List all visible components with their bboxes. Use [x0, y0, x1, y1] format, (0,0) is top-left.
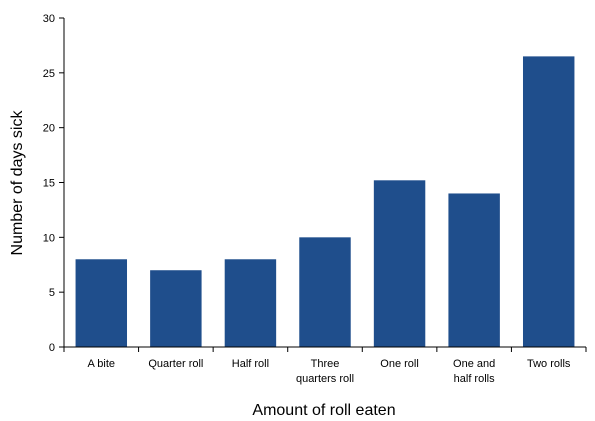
y-tick-label: 25 — [43, 68, 55, 80]
bar — [373, 180, 426, 347]
bars-group — [75, 56, 575, 347]
x-tick-label: Quarter roll — [148, 358, 203, 370]
bar — [448, 193, 500, 347]
bar — [150, 270, 202, 347]
bar — [75, 259, 128, 347]
y-tick-label: 15 — [43, 178, 55, 190]
bar — [522, 56, 575, 347]
x-tick-label: One and half rolls — [453, 358, 495, 385]
y-axis-title: Number of days sick — [9, 110, 26, 256]
x-tick-label: One roll — [380, 358, 419, 370]
bar — [224, 259, 277, 347]
y-tick-label: 30 — [43, 13, 55, 25]
y-tick-label: 10 — [43, 232, 55, 244]
axes-group: 0 5 10 15 20 25 30 A bite Quarter roll Half roll T… — [43, 13, 587, 385]
x-tick-label: Half roll — [232, 358, 269, 370]
x-axis-title: Amount of roll eaten — [252, 402, 395, 419]
x-tick-label: A bite — [88, 358, 116, 370]
y-tick-label: 0 — [49, 342, 55, 354]
y-tick-label: 20 — [43, 123, 55, 135]
x-tick-label: Three quarters roll — [296, 358, 354, 385]
y-tick-label: 5 — [49, 287, 55, 299]
bar — [299, 237, 351, 347]
x-tick-label: Two rolls — [527, 358, 571, 370]
